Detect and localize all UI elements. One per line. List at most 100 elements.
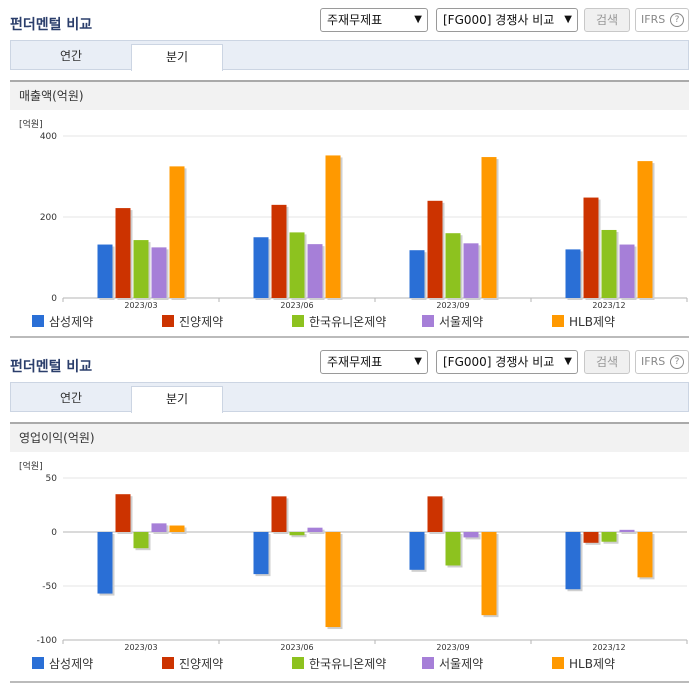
bar[interactable] [427, 496, 443, 532]
statement-select[interactable]: 주재무제표 ▼ [320, 350, 428, 374]
bar[interactable] [325, 155, 341, 298]
legend-label: 서울제약 [439, 657, 484, 671]
compare-select[interactable]: [FG000] 경쟁사 비교 ▼ [436, 350, 578, 374]
legend-label: 삼성제약 [49, 657, 94, 671]
bar[interactable] [271, 204, 287, 298]
legend-item[interactable]: 한국유니온제약 [292, 655, 386, 672]
bar[interactable] [151, 523, 167, 532]
legend-label: 진양제약 [179, 657, 224, 671]
bar[interactable] [601, 532, 617, 542]
legend-item[interactable]: 서울제약 [422, 655, 483, 672]
legend-item[interactable]: 진양제약 [162, 655, 223, 672]
legend-item[interactable]: 진양제약 [162, 313, 223, 330]
tab-annual[interactable]: 연간 [59, 391, 83, 405]
panel-title: 펀더멘털 비교 [10, 17, 93, 33]
bar[interactable] [409, 250, 425, 298]
bar[interactable] [565, 532, 581, 590]
bar[interactable] [325, 532, 341, 628]
metric-label: 매출액(억원) [10, 80, 689, 110]
bar[interactable] [637, 532, 653, 578]
bar[interactable] [619, 244, 635, 298]
operating-profit-bar-chart: [억원]50 0 -50 -100 2023/03 2023/06 2023/09 2023/… [19, 460, 688, 652]
ifrs-label: IFRS [641, 13, 666, 26]
bar[interactable] [583, 532, 599, 543]
legend-item[interactable]: 삼성제약 [32, 655, 93, 672]
y-tick-label: 200 [40, 213, 57, 223]
fundamental-panel-revenue: 펀더멘털 비교 주재무제표 ▼ [FG000] 경쟁사 비교 ▼ 검색 IFRS? … [0, 0, 696, 340]
x-tick-label: 2023/09 [436, 301, 469, 310]
ifrs-help-button[interactable]: IFRS? [635, 8, 689, 32]
divider [10, 681, 689, 683]
search-button[interactable]: 검색 [584, 350, 630, 374]
chevron-down-icon: ▼ [564, 356, 572, 367]
bar[interactable] [445, 532, 461, 566]
bar[interactable] [463, 532, 479, 538]
bar[interactable] [583, 197, 599, 298]
legend-label: HLB제약 [569, 315, 616, 329]
x-tick-label: 2023/12 [592, 301, 625, 310]
legend-label: 한국유니온제약 [309, 657, 387, 671]
bar[interactable] [481, 157, 497, 298]
legend-item[interactable]: 한국유니온제약 [292, 313, 386, 330]
bar[interactable] [445, 233, 461, 298]
y-tick-label: 0 [51, 528, 57, 538]
legend-swatch [292, 315, 304, 327]
statement-select[interactable]: 주재무제표 ▼ [320, 8, 428, 32]
compare-select-value: [FG000] 경쟁사 비교 [443, 13, 555, 27]
bar[interactable] [481, 532, 497, 616]
chevron-down-icon: ▼ [564, 14, 572, 25]
bar-shadow [291, 534, 307, 538]
compare-select[interactable]: [FG000] 경쟁사 비교 ▼ [436, 8, 578, 32]
bar[interactable] [463, 243, 479, 298]
tab-annual[interactable]: 연간 [59, 49, 83, 63]
bar[interactable] [565, 249, 581, 298]
x-tick-label: 2023/03 [124, 301, 157, 310]
period-tabs: 연간 분기 [10, 382, 689, 413]
bar[interactable] [253, 532, 269, 575]
bar[interactable] [169, 525, 185, 532]
bar[interactable] [427, 200, 443, 298]
bar[interactable] [289, 532, 305, 536]
bar[interactable] [601, 229, 617, 298]
bar-shadow [621, 531, 637, 534]
bar[interactable] [97, 532, 113, 594]
bar[interactable] [637, 161, 653, 298]
bar[interactable] [115, 208, 131, 298]
bar[interactable] [307, 244, 323, 298]
ifrs-help-button[interactable]: IFRS? [635, 350, 689, 374]
tab-quarter[interactable]: 분기 [131, 44, 223, 71]
legend-swatch [32, 657, 44, 669]
bar[interactable] [151, 247, 167, 298]
search-button[interactable]: 검색 [584, 8, 630, 32]
bar[interactable] [271, 496, 287, 532]
x-tick-label: 2023/12 [592, 643, 625, 652]
tab-quarter[interactable]: 분기 [131, 386, 223, 413]
legend-swatch [552, 315, 564, 327]
bar[interactable] [307, 527, 323, 532]
legend-item[interactable]: 서울제약 [422, 313, 483, 330]
bar[interactable] [619, 529, 635, 532]
statement-select-value: 주재무제표 [327, 13, 383, 27]
bar[interactable] [409, 532, 425, 570]
bar[interactable] [253, 237, 269, 298]
bar[interactable] [97, 244, 113, 298]
legend-swatch [552, 657, 564, 669]
bar[interactable] [169, 166, 185, 298]
chart-legend: 삼성제약 진양제약 한국유니온제약 서울제약 HLB제약 [32, 313, 672, 329]
legend-item[interactable]: 삼성제약 [32, 313, 93, 330]
bar[interactable] [115, 494, 131, 532]
x-tick-label: 2023/06 [280, 643, 313, 652]
y-tick-label: 50 [46, 474, 58, 484]
chevron-down-icon: ▼ [414, 356, 422, 367]
bar[interactable] [133, 532, 149, 549]
legend-item[interactable]: HLB제약 [552, 655, 615, 672]
legend-swatch [422, 315, 434, 327]
x-tick-label: 2023/09 [436, 643, 469, 652]
legend-swatch [162, 315, 174, 327]
bar[interactable] [289, 232, 305, 298]
legend-swatch [422, 657, 434, 669]
bar[interactable] [133, 240, 149, 298]
panel-title: 펀더멘털 비교 [10, 359, 93, 375]
compare-select-value: [FG000] 경쟁사 비교 [443, 355, 555, 369]
legend-item[interactable]: HLB제약 [552, 313, 615, 330]
